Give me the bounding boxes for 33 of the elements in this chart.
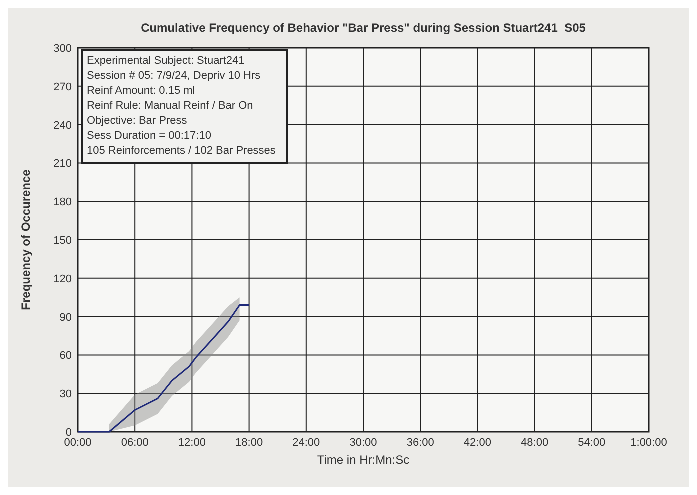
x-tick-label: 48:00 [521,437,549,449]
x-tick-label: 12:00 [178,437,206,449]
annotation: Reinf Amount: 0.15 ml [87,85,196,97]
line-series [77,304,250,433]
x-tick-label: 36:00 [406,437,434,449]
y-tick-label: 270 [54,81,72,94]
x-tick-label: 1:00:00 [630,437,668,449]
annotation: Experimental Subject: Stuart241 [87,55,245,67]
annotation: Session # 05: 7/9/24, Depriv 10 Hrs [87,70,262,82]
annotation: Reinf Rule: Manual Reinf / Bar On [87,100,254,112]
y-tick-label: 60 [60,350,72,362]
x-tick-label: 24:00 [292,437,320,449]
y-tick-label: 180 [54,196,72,209]
annotation: Objective: Bar Press [87,115,188,127]
x-tick-label: 06:00 [121,437,149,449]
y-axis-title: Frequency of Occurence [19,169,33,310]
y-tick-label: 240 [54,120,72,132]
chart-title: Cumulative Frequency of Behavior "Bar Press" during Session Stuart241_S05 [141,21,586,35]
y-tick-label: 120 [54,273,72,286]
y-tick-label: 150 [54,235,72,247]
y-tick-label: 210 [54,158,72,170]
y-tick-label: 300 [54,43,72,55]
x-axis-title: Time in Hr:Mn:Sc [317,453,410,467]
y-tick-label: 0 [66,427,72,439]
x-tick-label: 30:00 [350,437,378,449]
annotation: 105 Reinforcements / 102 Bar Presses [87,145,276,157]
x-tick-label: 42:00 [464,437,492,449]
y-tick-label: 30 [60,388,72,401]
annotation: Sess Duration = 00:17:10 [87,130,212,142]
y-tick-label: 90 [60,312,72,324]
x-tick-label: 00:00 [64,437,92,449]
x-tick-label: 18:00 [236,437,264,449]
x-tick-label: 54:00 [578,437,606,449]
